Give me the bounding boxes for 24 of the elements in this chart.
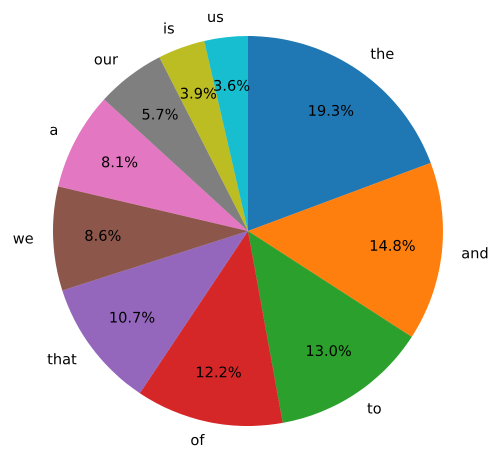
data-label: 3.9% — [180, 88, 216, 99]
data-label: 12.2% — [196, 366, 241, 378]
slice-label: our — [94, 56, 118, 65]
pie-slice — [58, 99, 248, 231]
data-label: 14.8% — [370, 240, 415, 251]
slice-label: that — [48, 353, 76, 364]
data-label: 3.6% — [214, 80, 250, 91]
slice-label: of — [191, 434, 205, 446]
slice-label: is — [164, 22, 174, 34]
data-label: 8.1% — [102, 156, 138, 168]
pie-slice — [248, 36, 431, 231]
data-label: 13.0% — [307, 345, 351, 356]
data-label: 10.7% — [110, 312, 154, 323]
pie-slice — [53, 186, 248, 290]
slice-label: and — [462, 247, 488, 258]
data-label: 5.7% — [142, 108, 178, 120]
slice-label: us — [208, 14, 224, 22]
slice-label: to — [367, 403, 381, 414]
pie-slice — [248, 162, 443, 337]
slice-label: a — [50, 126, 57, 136]
slice-label: the — [370, 48, 394, 60]
data-label: 8.6% — [85, 230, 121, 241]
slice-label: we — [13, 235, 33, 244]
data-label: 19.3% — [309, 104, 354, 116]
